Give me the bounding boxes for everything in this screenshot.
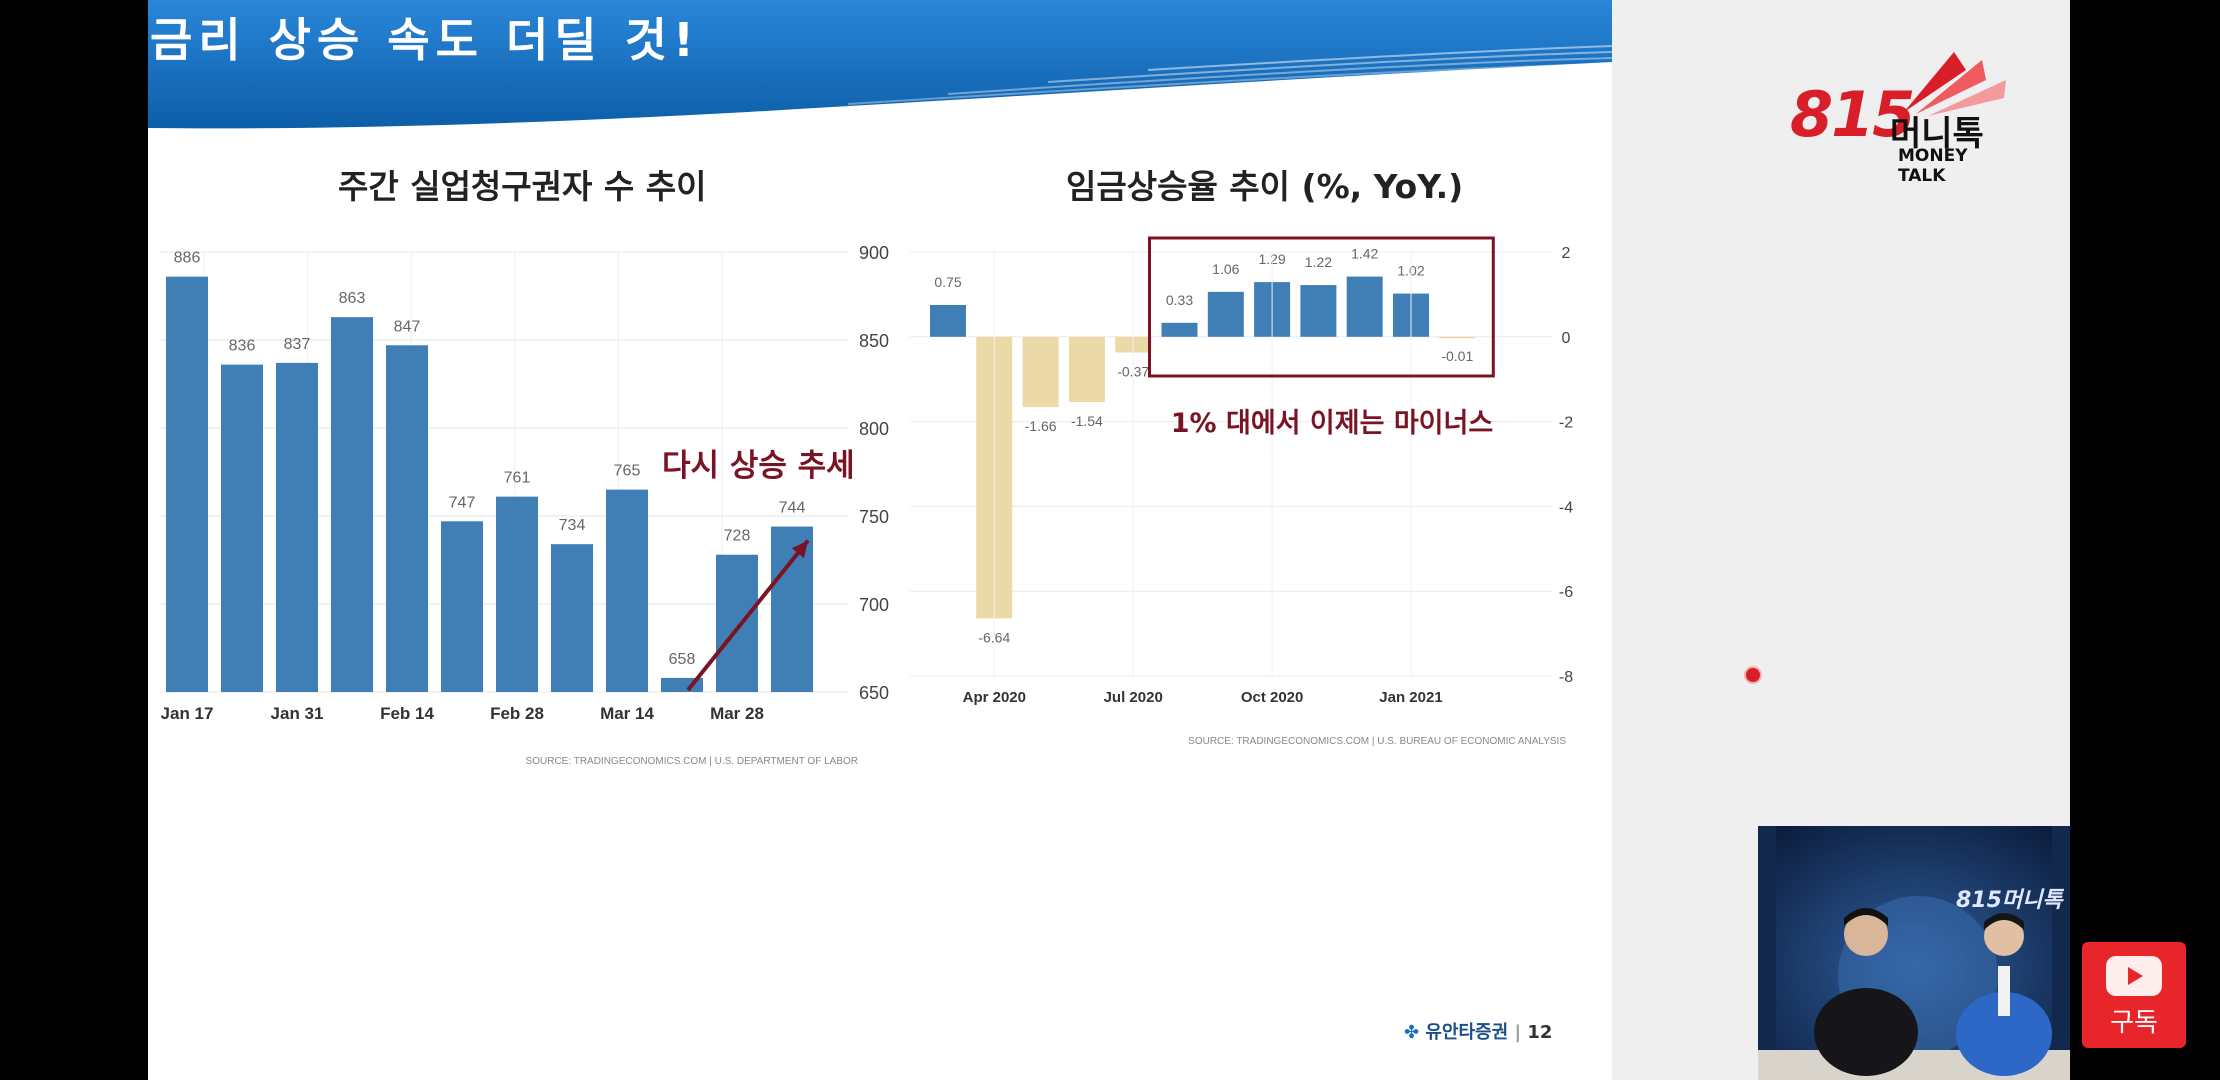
money-fan-icon xyxy=(1904,52,2006,116)
bar xyxy=(221,364,263,692)
bar xyxy=(1068,336,1105,403)
bar-data-label: 1.42 xyxy=(1351,246,1378,262)
bar-data-label: 761 xyxy=(504,470,531,487)
video-frame: 금리 상승 속도 더딜 것! 주간 실업청구권자 수 추이 임금상승율 추이 (… xyxy=(148,0,2070,1080)
presentation-slide: 금리 상승 속도 더딜 것! 주간 실업청구권자 수 추이 임금상승율 추이 (… xyxy=(148,0,1612,1080)
footer-company-logo: ✤ 유안타증권 | 12 xyxy=(1404,1018,1552,1044)
footer-company-name: 유안타증권 xyxy=(1425,1022,1509,1043)
bar xyxy=(606,489,648,692)
company-logo-icon: ✤ xyxy=(1404,1022,1420,1043)
trend-arrow xyxy=(686,539,810,692)
trend-arrowhead xyxy=(791,540,808,559)
studio-background-logo: 815머니톡 xyxy=(1956,888,2063,913)
bar-data-label: 847 xyxy=(394,318,421,335)
chart-source: SOURCE: TRADINGECONOMICS.COM | U.S. DEPA… xyxy=(526,756,858,767)
x-tick-label: Feb 14 xyxy=(380,704,434,723)
bar-data-label: 837 xyxy=(284,336,311,353)
y-tick-label: 650 xyxy=(859,683,889,703)
trend-annotation: 다시 상승 추세 xyxy=(662,448,855,484)
highlight-box xyxy=(1148,236,1495,378)
channel-brand-logo: 815 머니톡 MONEY TALK xyxy=(1790,40,2020,186)
studio-camera-feed xyxy=(1758,826,2070,1080)
subscribe-label: 구독 xyxy=(2110,1008,2158,1038)
bar-data-label: -1.54 xyxy=(1071,413,1103,429)
bar xyxy=(386,345,428,692)
y-tick-label: 900 xyxy=(859,243,889,263)
right-chart-heading: 임금상승율 추이 (%, YoY.) xyxy=(1066,167,1464,206)
highlight-annotation: 1% 대에서 이제는 마이너스 xyxy=(1171,408,1493,439)
x-tick-label: Apr 2020 xyxy=(963,689,1026,706)
y-tick-label: 850 xyxy=(859,331,889,351)
bar-data-label: 747 xyxy=(449,494,476,511)
bar xyxy=(1161,322,1198,337)
bar-data-label: 1.22 xyxy=(1305,254,1332,270)
bar-data-label: 836 xyxy=(229,338,256,355)
bar-data-label: -1.66 xyxy=(1025,418,1057,434)
bar-data-label: 744 xyxy=(779,500,806,517)
bar-data-label: 0.75 xyxy=(934,274,961,290)
y-tick-label: 750 xyxy=(859,507,889,527)
bar-data-label: 734 xyxy=(559,517,586,534)
bar xyxy=(331,317,373,692)
bar xyxy=(441,521,483,692)
y-tick-label: 2 xyxy=(1562,245,1571,262)
y-tick-label: 0 xyxy=(1562,330,1571,347)
y-tick-label: -2 xyxy=(1559,415,1573,432)
bar xyxy=(166,276,208,692)
bar xyxy=(1207,291,1244,337)
play-icon xyxy=(2106,956,2162,996)
x-tick-label: Jul 2020 xyxy=(1104,689,1163,706)
bar xyxy=(1022,336,1059,408)
chart-source: SOURCE: TRADINGECONOMICS.COM | U.S. BURE… xyxy=(1188,736,1566,747)
y-tick-label: -6 xyxy=(1559,584,1573,601)
subscribe-button[interactable]: 구독 xyxy=(2082,942,2186,1048)
y-tick-label: -8 xyxy=(1559,669,1573,686)
bar xyxy=(551,544,593,692)
bar xyxy=(1439,336,1476,339)
x-tick-label: Jan 31 xyxy=(271,704,324,723)
bar-data-label: 886 xyxy=(174,250,201,267)
x-tick-label: Jan 2021 xyxy=(1379,689,1442,706)
slide-header-banner xyxy=(148,0,1612,129)
bar xyxy=(276,362,318,692)
footer-separator: | xyxy=(1514,1022,1528,1043)
bar xyxy=(496,496,538,692)
bar-data-label: 863 xyxy=(339,290,366,307)
bar-data-label: 765 xyxy=(614,463,641,480)
bar xyxy=(1300,285,1337,337)
bar-data-label: 0.33 xyxy=(1166,292,1193,308)
x-tick-label: Jan 17 xyxy=(161,704,214,723)
bar xyxy=(771,526,813,692)
bar-data-label: 1.06 xyxy=(1212,261,1239,277)
slide-page-number: 12 xyxy=(1527,1022,1553,1043)
bar xyxy=(716,554,758,692)
wage-growth-svg: 20-2-4-6-80.75-6.64-1.66 -1.54-0.370.331.… xyxy=(910,236,1573,747)
brand-english-name: MONEY TALK xyxy=(1898,146,1968,186)
left-chart-heading: 주간 실업청구권자 수 추이 xyxy=(338,167,707,206)
y-tick-label: 700 xyxy=(859,595,889,615)
x-tick-label: Mar 28 xyxy=(710,704,764,723)
bar-data-label: 728 xyxy=(724,528,751,545)
x-tick-label: Oct 2020 xyxy=(1241,689,1304,706)
brand-korean-name: 머니톡 xyxy=(1890,114,1984,154)
wage-growth-chart: 2 0 -2 -4 -6 -8 0.75 -6.64 -1.66 -1.54 -0.37 0.33 1.… xyxy=(896,222,1586,770)
y-tick-label: 800 xyxy=(859,419,889,439)
x-tick-label: Mar 14 xyxy=(600,704,654,723)
bar-data-label: -0.01 xyxy=(1441,348,1473,364)
slide-title: 금리 상승 속도 더딜 것! xyxy=(150,13,700,67)
recording-indicator-dot xyxy=(1744,666,1762,684)
unemployment-claims-chart: 900 850 800 750 700 650 886 836 837 863 847 747 761 7… xyxy=(148,222,890,782)
bar xyxy=(1346,276,1383,337)
unemployment-claims-svg: 900 850 800 750 700 650 886 836 837 863 847 747 761 7… xyxy=(160,243,889,767)
bar-data-label: 658 xyxy=(669,651,696,668)
bar xyxy=(930,305,966,337)
x-tick-label: Feb 28 xyxy=(490,704,544,723)
brand-number: 815 xyxy=(1790,78,1915,151)
y-tick-label: -4 xyxy=(1559,499,1573,516)
